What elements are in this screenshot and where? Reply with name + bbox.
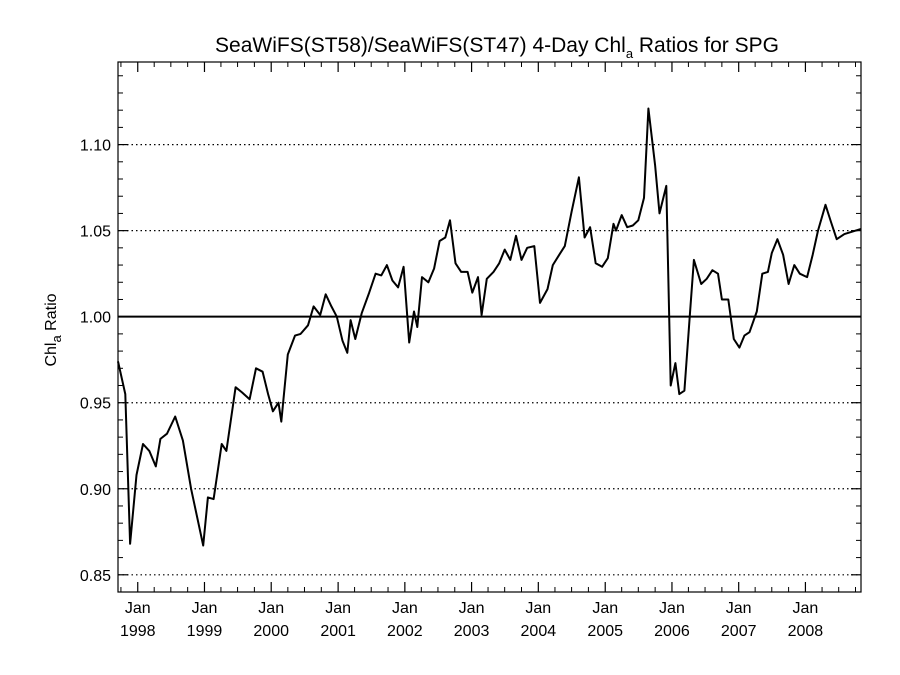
y-tick-label: 0.95 <box>80 396 111 413</box>
y-tick-label: 1.10 <box>80 138 111 155</box>
y-tick-label: 1.00 <box>80 310 111 327</box>
x-tick-label-year: 2004 <box>521 623 557 640</box>
x-tick-label-year: 2008 <box>788 623 824 640</box>
x-tick-label-month: Jan <box>525 600 551 617</box>
chart-title: SeaWiFS(ST58)/SeaWiFS(ST47) 4-Day Chla R… <box>215 34 779 61</box>
x-tick-label-month: Jan <box>459 600 485 617</box>
y-tick-label: 0.85 <box>80 568 111 585</box>
x-tick-label-year: 2007 <box>721 623 757 640</box>
x-tick-label-month: Jan <box>392 600 418 617</box>
x-tick-label-month: Jan <box>659 600 685 617</box>
axis-ticks <box>118 62 861 593</box>
gridlines <box>118 143 861 576</box>
x-tick-label-year: 2006 <box>654 623 690 640</box>
x-tick-label-year: 2000 <box>253 623 289 640</box>
x-tick-labels: Jan 1998 Jan 1999 Jan 2000 Jan 2001 Jan 2002 Jan 20… <box>120 600 823 640</box>
y-tick-label: 0.90 <box>80 482 111 499</box>
series-line <box>117 107 862 547</box>
x-tick-label-month: Jan <box>793 600 819 617</box>
x-tick-label-year: 1999 <box>187 623 223 640</box>
x-tick-label-month: Jan <box>325 600 351 617</box>
x-tick-label-year: 2001 <box>320 623 356 640</box>
x-tick-label-year: 2005 <box>587 623 623 640</box>
x-tick-label-year: 1998 <box>120 623 156 640</box>
x-tick-label-year: 2002 <box>387 623 423 640</box>
y-tick-labels: 0.85 0.90 0.95 1.00 1.05 1.10 <box>80 138 111 585</box>
x-tick-label-month: Jan <box>592 600 618 617</box>
x-tick-label-year: 2003 <box>454 623 490 640</box>
y-axis-label: Chla Ratio <box>43 293 64 366</box>
y-tick-label: 1.05 <box>80 224 111 241</box>
plot-frame <box>117 61 862 593</box>
x-tick-label-month: Jan <box>726 600 752 617</box>
x-tick-label-month: Jan <box>192 600 218 617</box>
x-tick-label-month: Jan <box>125 600 151 617</box>
x-tick-label-month: Jan <box>258 600 284 617</box>
